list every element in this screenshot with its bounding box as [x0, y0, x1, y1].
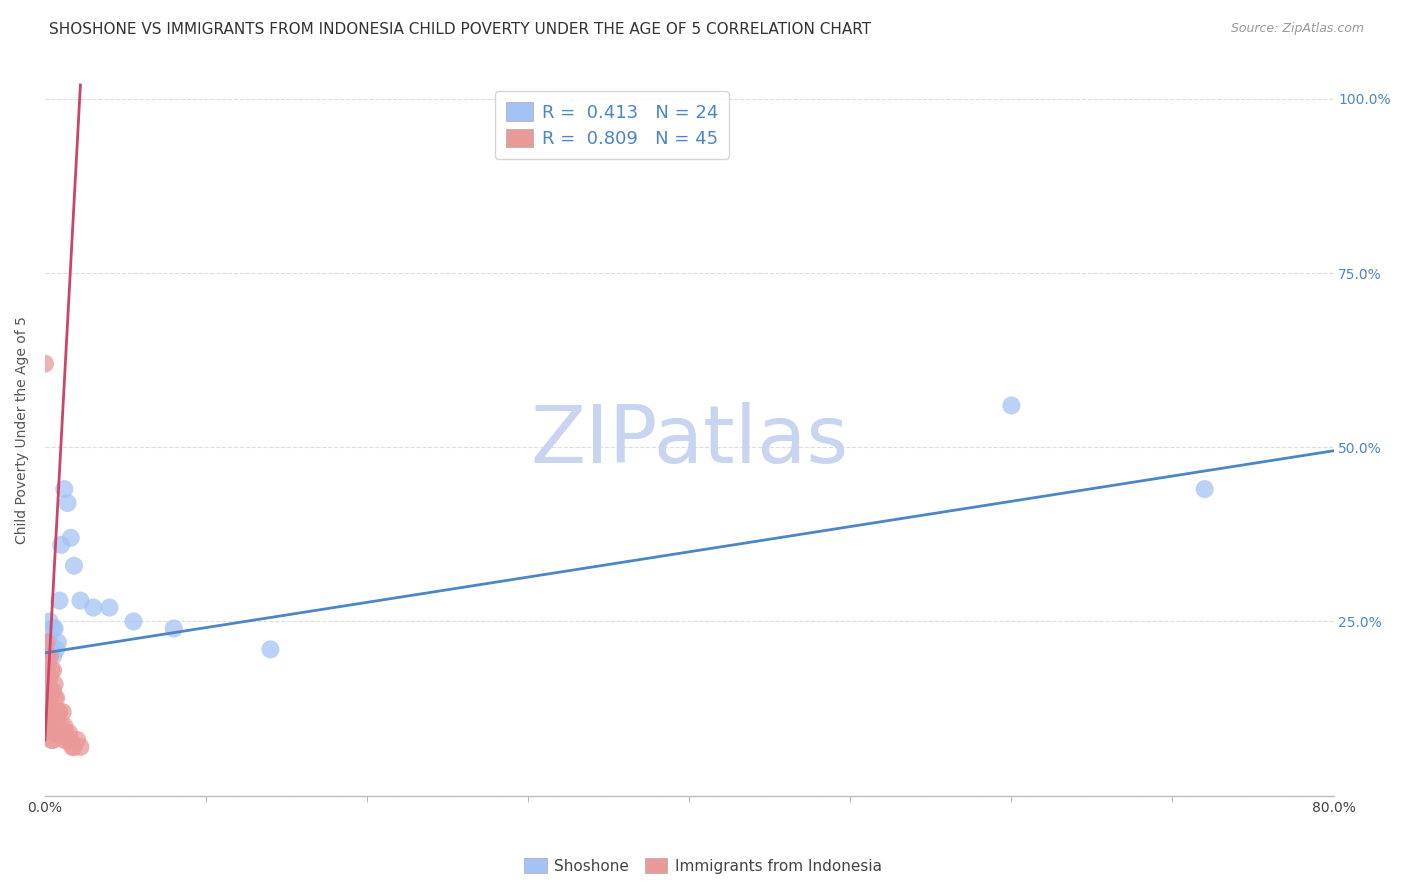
Point — [42, 663, 65, 677]
Point — [44, 705, 66, 719]
Text: Source: ZipAtlas.com: Source: ZipAtlas.com — [1230, 22, 1364, 36]
Point — [35, 663, 58, 677]
Point — [56, 733, 79, 747]
Point — [37, 635, 59, 649]
Point — [46, 719, 69, 733]
Point — [45, 642, 67, 657]
Point — [63, 558, 86, 573]
Point — [58, 726, 80, 740]
Point — [41, 684, 63, 698]
Point — [53, 733, 76, 747]
Point — [49, 538, 72, 552]
Point — [60, 739, 83, 754]
Point — [82, 600, 104, 615]
Point — [42, 733, 65, 747]
Point — [35, 642, 58, 657]
Point — [38, 635, 60, 649]
Point — [163, 622, 186, 636]
Point — [45, 691, 67, 706]
Point — [41, 642, 63, 657]
Point — [46, 705, 69, 719]
Point — [56, 496, 79, 510]
Point — [53, 719, 76, 733]
Point — [48, 705, 70, 719]
Point — [52, 726, 75, 740]
Point — [38, 670, 60, 684]
Legend: R =  0.413   N = 24, R =  0.809   N = 45: R = 0.413 N = 24, R = 0.809 N = 45 — [495, 91, 728, 159]
Point — [69, 593, 91, 607]
Point — [1194, 482, 1216, 496]
Point — [52, 705, 75, 719]
Point — [55, 726, 77, 740]
Point — [259, 642, 281, 657]
Point — [37, 691, 59, 706]
Point — [37, 670, 59, 684]
Point — [44, 622, 66, 636]
Point — [41, 663, 63, 677]
Point — [37, 649, 59, 664]
Point — [69, 739, 91, 754]
Point — [63, 739, 86, 754]
Point — [41, 733, 63, 747]
Point — [59, 531, 82, 545]
Point — [42, 705, 65, 719]
Legend: Shoshone, Immigrants from Indonesia: Shoshone, Immigrants from Indonesia — [517, 852, 889, 880]
Point — [44, 691, 66, 706]
Point — [44, 726, 66, 740]
Point — [49, 719, 72, 733]
Point — [38, 615, 60, 629]
Point — [42, 622, 65, 636]
Text: SHOSHONE VS IMMIGRANTS FROM INDONESIA CHILD POVERTY UNDER THE AGE OF 5 CORRELATI: SHOSHONE VS IMMIGRANTS FROM INDONESIA CH… — [49, 22, 872, 37]
Point — [41, 705, 63, 719]
Text: ZIPatlas: ZIPatlas — [530, 402, 848, 480]
Point — [45, 726, 67, 740]
Point — [98, 600, 121, 615]
Point — [48, 726, 70, 740]
Point — [66, 733, 89, 747]
Point — [38, 705, 60, 719]
Point — [38, 691, 60, 706]
Point — [42, 719, 65, 733]
Y-axis label: Child Poverty Under the Age of 5: Child Poverty Under the Age of 5 — [15, 316, 30, 544]
Point — [122, 615, 145, 629]
Point — [34, 357, 56, 371]
Point — [59, 733, 82, 747]
Point — [48, 593, 70, 607]
Point — [38, 649, 60, 664]
Point — [41, 719, 63, 733]
Point — [42, 684, 65, 698]
Point — [46, 635, 69, 649]
Point — [38, 719, 60, 733]
Point — [1000, 399, 1022, 413]
Point — [44, 677, 66, 691]
Point — [42, 649, 65, 664]
Point — [35, 635, 58, 649]
Point — [45, 705, 67, 719]
Point — [53, 482, 76, 496]
